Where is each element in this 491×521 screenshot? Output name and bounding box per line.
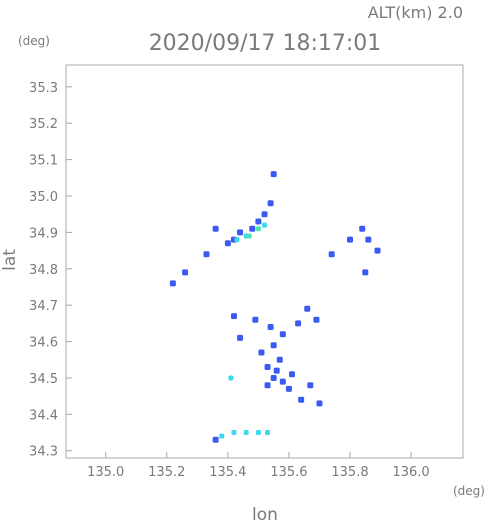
echo-point (255, 218, 262, 225)
echo-point (279, 378, 286, 385)
y-tick-label: 34.4 (29, 408, 58, 423)
echo-point (285, 385, 292, 392)
echo-point (347, 236, 354, 243)
echo-points (169, 171, 381, 443)
y-tick-label: 34.7 (29, 299, 58, 314)
echo-point (262, 222, 267, 228)
echo-point (264, 364, 271, 371)
plot-frame (65, 64, 464, 459)
echo-point (261, 211, 268, 218)
y-tick-label: 35.1 (29, 154, 58, 169)
echo-point (249, 225, 256, 232)
y-unit-label: (deg) (18, 34, 50, 48)
y-tick-label: 34.6 (29, 336, 58, 351)
echo-point (224, 240, 231, 247)
echo-point (313, 316, 320, 323)
x-tick-label: 135.0 (87, 465, 124, 480)
echo-point (212, 436, 219, 443)
echo-point (273, 367, 280, 374)
echo-point (219, 433, 225, 439)
echo-point (374, 247, 381, 254)
y-axis-label: lat (0, 249, 20, 271)
echo-point (231, 430, 237, 436)
echo-point (246, 233, 252, 239)
echo-point (270, 374, 277, 381)
x-axis-label: lon (252, 505, 278, 521)
echo-point (307, 382, 314, 389)
y-tick-label: 34.8 (29, 263, 58, 278)
echo-point (237, 334, 244, 341)
y-tick-label: 35.0 (29, 190, 58, 205)
echo-point (255, 226, 261, 232)
echo-point (234, 237, 240, 243)
echo-point (365, 236, 372, 243)
echo-point (267, 324, 274, 330)
echo-point (270, 342, 277, 349)
echo-point (265, 430, 271, 436)
x-tick-label: 135.6 (270, 465, 307, 480)
x-tick-label: 135.8 (331, 465, 368, 480)
x-tick-label: 135.2 (148, 465, 185, 480)
echo-point (359, 225, 366, 232)
y-tick-label: 34.9 (29, 226, 58, 241)
echo-point (169, 280, 176, 287)
echo-point (288, 371, 295, 378)
echo-point (243, 430, 249, 436)
echo-point (279, 331, 286, 338)
x-unit-label: (deg) (453, 484, 485, 498)
x-tick-label: 136.0 (392, 465, 429, 480)
altitude-label: ALT(km) 2.0 (368, 3, 463, 22)
echo-point (298, 396, 305, 403)
echo-point (212, 225, 219, 232)
echo-point (203, 251, 210, 258)
x-axis-ticks: 135.0 135.2 135.4 135.6 135.8 136.0 (87, 452, 430, 480)
echo-point (182, 269, 189, 276)
echo-point (270, 171, 277, 178)
x-tick-label: 135.4 (209, 465, 246, 480)
echo-point (237, 229, 244, 236)
y-tick-label: 35.2 (29, 117, 58, 132)
echo-point (276, 356, 283, 363)
echo-point (228, 375, 234, 381)
echo-point (328, 251, 335, 258)
echo-point (264, 382, 271, 389)
echo-point (255, 430, 261, 436)
y-tick-label: 35.3 (29, 81, 58, 96)
echo-point (316, 400, 323, 407)
echo-point (258, 349, 265, 356)
y-axis-ticks: 34.3 34.4 34.5 34.6 34.7 34.8 34.9 35.0 35.1 35.2… (29, 81, 72, 460)
echo-point (295, 320, 302, 327)
echo-point (267, 200, 274, 207)
echo-point (230, 313, 237, 320)
echo-point (252, 316, 259, 323)
y-tick-label: 34.3 (29, 445, 58, 460)
chart-title: 2020/09/17 18:17:01 (149, 31, 382, 56)
y-tick-label: 34.5 (29, 372, 58, 387)
echo-point (304, 305, 311, 312)
echo-point (362, 269, 369, 276)
